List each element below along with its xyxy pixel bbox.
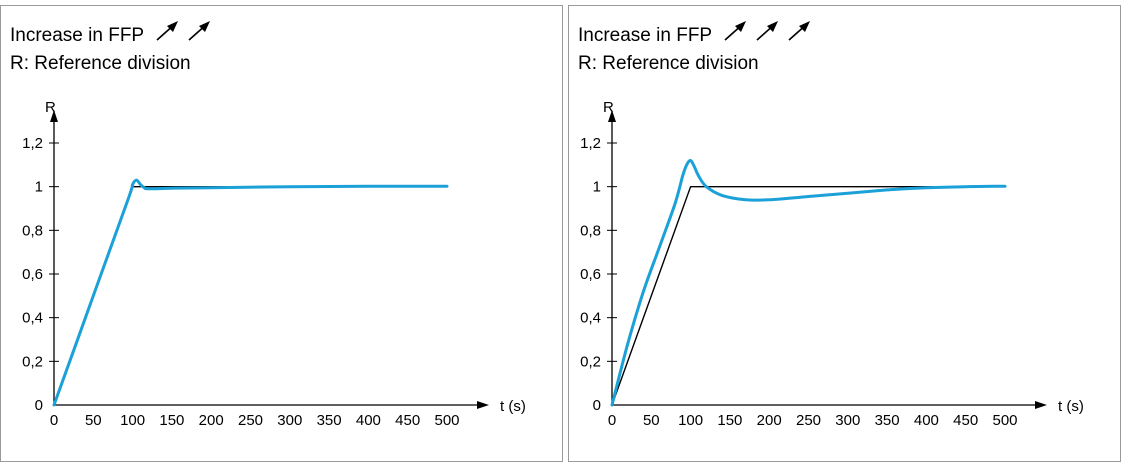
x-tick-label: 0 — [50, 412, 58, 429]
y-tick-label: 0 — [593, 397, 601, 414]
x-tick-label: 150 — [159, 412, 184, 429]
x-tick-label: 350 — [875, 412, 900, 429]
y-tick-label: 1 — [35, 179, 43, 196]
x-axis-label: t (s) — [1058, 398, 1084, 415]
x-tick-label: 400 — [356, 412, 381, 429]
x-tick-label: 200 — [757, 412, 782, 429]
x-axis-arrowhead — [477, 401, 489, 409]
response-line — [52, 178, 449, 407]
y-tick-label: 0,6 — [22, 266, 43, 283]
chart-subtitle: R: Reference division — [10, 53, 191, 74]
x-tick-label: 450 — [953, 412, 978, 429]
x-tick-label: 450 — [395, 412, 420, 429]
chart-title: Increase in FFP — [578, 20, 817, 47]
increase-arrows-icon — [724, 21, 811, 41]
chart-panel-right: Increase in FFP R: Reference division t … — [568, 5, 1121, 462]
x-tick-label: 300 — [277, 412, 302, 429]
x-tick-label: 400 — [914, 412, 939, 429]
y-axis-label: R — [45, 99, 56, 116]
x-tick-label: 50 — [643, 412, 660, 429]
y-tick-label: 0,2 — [22, 353, 43, 370]
y-axis-label: R — [603, 99, 614, 116]
x-tick-label: 500 — [434, 412, 459, 429]
y-tick-label: 0,8 — [22, 222, 43, 239]
reference-line — [53, 186, 448, 406]
y-tick-label: 1,2 — [22, 135, 43, 152]
x-tick-label: 300 — [835, 412, 860, 429]
y-tick-label: 0,4 — [580, 310, 601, 327]
x-tick-label: 0 — [608, 412, 616, 429]
y-tick-label: 1 — [593, 179, 601, 196]
y-tick-label: 0 — [35, 397, 43, 414]
x-tick-label: 250 — [238, 412, 263, 429]
x-tick-label: 100 — [678, 412, 703, 429]
y-tick-label: 0,2 — [580, 353, 601, 370]
y-tick-label: 1,2 — [580, 135, 601, 152]
x-tick-label: 200 — [199, 412, 224, 429]
x-tick-label: 250 — [796, 412, 821, 429]
x-tick-label: 500 — [992, 412, 1017, 429]
x-tick-label: 100 — [120, 412, 145, 429]
x-tick-label: 150 — [717, 412, 742, 429]
y-tick-label: 0,4 — [22, 310, 43, 327]
y-axis-arrowhead — [608, 110, 616, 122]
line-chart-left: t (s) R 0 0,2 0,4 0,6 0,8 1 1,2 0 50 100 150 200 250 30… — [22, 99, 526, 429]
arrow-up-right-icon — [756, 21, 779, 41]
chart-subtitle: R: Reference division — [578, 53, 759, 74]
x-axis-arrowhead — [1035, 401, 1047, 409]
arrow-up-right-icon — [788, 21, 811, 41]
reference-line — [611, 186, 1006, 406]
increase-arrows-icon — [156, 21, 211, 41]
y-tick-label: 0,6 — [580, 266, 601, 283]
arrow-up-right-icon — [724, 21, 747, 41]
x-tick-label: 350 — [317, 412, 342, 429]
y-axis-arrowhead — [50, 110, 58, 122]
y-tick-label: 0,8 — [580, 222, 601, 239]
x-tick-label: 50 — [85, 412, 102, 429]
arrow-up-right-icon — [188, 21, 211, 41]
arrow-up-right-icon — [156, 21, 179, 41]
response-line — [610, 158, 1007, 407]
line-chart-right: t (s) R 0 0,2 0,4 0,6 0,8 1 1,2 0 50 100 150 200 250 30… — [580, 99, 1084, 429]
x-axis-label: t (s) — [500, 398, 526, 415]
chart-title: Increase in FFP — [10, 20, 217, 47]
chart-panel-left: Increase in FFP R: Reference division t … — [0, 5, 563, 462]
